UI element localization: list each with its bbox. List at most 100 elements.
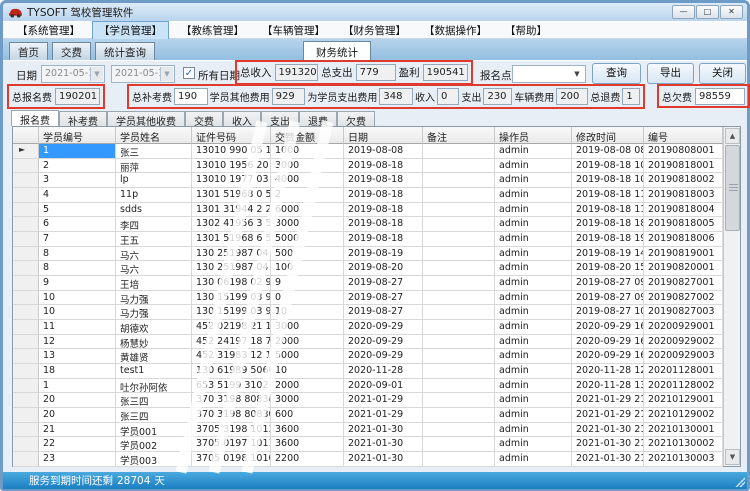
cell-amount[interactable]: 0 bbox=[271, 290, 344, 306]
cell-op[interactable]: admin bbox=[495, 320, 572, 335]
cell-amount[interactable]: 2000 bbox=[271, 378, 344, 394]
cell-note[interactable] bbox=[423, 188, 495, 203]
cell-note[interactable] bbox=[423, 232, 495, 247]
close-tab-button[interactable]: 关闭 bbox=[699, 63, 746, 84]
cell-name[interactable]: 张三四 bbox=[116, 393, 192, 409]
cell-op[interactable]: admin bbox=[495, 232, 572, 247]
cell-no[interactable]: 1 bbox=[39, 144, 116, 159]
cell-no[interactable]: 3 bbox=[39, 173, 116, 189]
cell-date[interactable]: 2019-08-18 bbox=[344, 158, 423, 174]
cell-amount[interactable]: 10 bbox=[271, 364, 344, 379]
cell-code[interactable]: 20210130003 bbox=[644, 452, 723, 467]
cell-amount[interactable]: 3000 bbox=[271, 320, 344, 335]
row-header[interactable] bbox=[13, 452, 39, 467]
resize-grip[interactable] bbox=[735, 477, 745, 487]
cell-date[interactable]: 2019-08-27 bbox=[344, 305, 423, 321]
cell-amount[interactable]: 3600 bbox=[271, 422, 344, 438]
tab-home[interactable]: 首页 bbox=[9, 42, 48, 60]
cell-name[interactable]: 学员002 bbox=[116, 437, 192, 453]
cell-id[interactable]: 130 251987 04 513 bbox=[192, 246, 271, 262]
row-header[interactable] bbox=[13, 393, 39, 409]
cell-time[interactable]: 2019-08-27 10:0... bbox=[572, 305, 644, 321]
cell-name[interactable]: 李四 bbox=[116, 217, 192, 233]
cell-amount[interactable]: 3600 bbox=[271, 437, 344, 453]
cell-time[interactable]: 2019-08-19 14:4... bbox=[572, 246, 644, 262]
cell-time[interactable]: 2020-11-28 12:0... bbox=[572, 364, 644, 379]
cell-time[interactable]: 2021-01-30 21:1... bbox=[572, 452, 644, 467]
cell-op[interactable]: admin bbox=[495, 334, 572, 350]
table-row[interactable]: 13 黄雄贤 452 31983 12 17 5000 2020-09-29 admin 2… bbox=[13, 349, 740, 365]
cell-amount[interactable]: 3000 bbox=[271, 393, 344, 409]
table-row[interactable]: 1 吐尔孙阿依 653 5199 3102 7 2000 2020-09-01 admin… bbox=[13, 378, 740, 394]
date-from-picker[interactable]: 2021-05-17 ▼ bbox=[41, 65, 105, 83]
row-header[interactable] bbox=[13, 437, 39, 453]
cell-op[interactable]: admin bbox=[495, 144, 572, 159]
cell-op[interactable]: admin bbox=[495, 173, 572, 189]
cell-id[interactable]: 3705 3198 1013 1 bbox=[192, 422, 271, 438]
cell-note[interactable] bbox=[423, 158, 495, 174]
menu-item-system[interactable]: 【系统管理】 bbox=[17, 24, 80, 37]
subtab-makeup-fee[interactable]: 补考费 bbox=[59, 111, 107, 128]
cell-no[interactable]: 8 bbox=[39, 246, 116, 262]
cell-date[interactable]: 2020-09-01 bbox=[344, 378, 423, 394]
cell-op[interactable]: admin bbox=[495, 188, 572, 203]
cell-time[interactable]: 2019-08-27 09:3... bbox=[572, 276, 644, 291]
cell-code[interactable]: 20190819001 bbox=[644, 246, 723, 262]
cell-op[interactable]: admin bbox=[495, 217, 572, 233]
cell-name[interactable]: 学员001 bbox=[116, 422, 192, 438]
cell-note[interactable] bbox=[423, 305, 495, 321]
cell-no[interactable]: 4 bbox=[39, 188, 116, 203]
cell-no[interactable]: 22 bbox=[39, 437, 116, 453]
row-header[interactable] bbox=[13, 202, 39, 218]
row-header[interactable] bbox=[13, 246, 39, 262]
cell-name[interactable]: sdds bbox=[116, 202, 192, 218]
cell-date[interactable]: 2020-09-29 bbox=[344, 320, 423, 335]
cell-time[interactable]: 2020-09-29 16:4... bbox=[572, 349, 644, 365]
cell-code[interactable]: 20200929003 bbox=[644, 349, 723, 365]
cell-note[interactable] bbox=[423, 202, 495, 218]
cell-code[interactable]: 20210129002 bbox=[644, 408, 723, 423]
cell-no[interactable]: 13 bbox=[39, 349, 116, 365]
cell-name[interactable]: 马力强 bbox=[116, 305, 192, 321]
cell-name[interactable]: 马六 bbox=[116, 246, 192, 262]
cell-code[interactable]: 20190818006 bbox=[644, 232, 723, 247]
cell-time[interactable]: 2019-08-08 08:5... bbox=[572, 144, 644, 159]
subtab-reg-fee[interactable]: 报名费 bbox=[11, 110, 59, 127]
cell-code[interactable]: 20190818004 bbox=[644, 202, 723, 218]
cell-amount[interactable]: 2 bbox=[271, 188, 344, 203]
cell-name[interactable]: test1 bbox=[116, 364, 192, 379]
col-modified-time[interactable]: 修改时间 bbox=[572, 127, 644, 144]
cell-amount[interactable]: 1000 bbox=[271, 144, 344, 159]
cell-id[interactable]: 13010 990 05 13 bbox=[192, 144, 271, 159]
cell-no[interactable]: 12 bbox=[39, 334, 116, 350]
cell-no[interactable]: 1 bbox=[39, 378, 116, 394]
date-to-picker[interactable]: 2021-05-17 ▼ bbox=[111, 65, 175, 83]
cell-date[interactable]: 2019-08-18 bbox=[344, 173, 423, 189]
cell-note[interactable] bbox=[423, 276, 495, 291]
row-header[interactable] bbox=[13, 408, 39, 423]
cell-id[interactable]: 452 02198 21 10 bbox=[192, 320, 271, 335]
cell-time[interactable]: 2019-08-27 09:5... bbox=[572, 290, 644, 306]
cell-code[interactable]: 20200929001 bbox=[644, 320, 723, 335]
cell-id[interactable]: 370 3198 80830 8 bbox=[192, 393, 271, 409]
cell-op[interactable]: admin bbox=[495, 276, 572, 291]
cell-op[interactable]: admin bbox=[495, 246, 572, 262]
cell-no[interactable]: 21 bbox=[39, 422, 116, 438]
cell-code[interactable]: 20190808001 bbox=[644, 144, 723, 159]
cell-date[interactable]: 2021-01-30 bbox=[344, 437, 423, 453]
row-header[interactable] bbox=[13, 320, 39, 335]
cell-time[interactable]: 2021-01-30 21:1... bbox=[572, 437, 644, 453]
cell-name[interactable]: 丽萍 bbox=[116, 158, 192, 174]
regpoint-select[interactable]: ▼ bbox=[512, 65, 586, 83]
cell-note[interactable] bbox=[423, 378, 495, 394]
cell-code[interactable]: 20190827002 bbox=[644, 290, 723, 306]
cell-note[interactable] bbox=[423, 334, 495, 350]
cell-note[interactable] bbox=[423, 173, 495, 189]
cell-id[interactable]: 130 61989 5060 11 bbox=[192, 364, 271, 379]
cell-note[interactable] bbox=[423, 422, 495, 438]
cell-op[interactable]: admin bbox=[495, 202, 572, 218]
cell-note[interactable] bbox=[423, 320, 495, 335]
